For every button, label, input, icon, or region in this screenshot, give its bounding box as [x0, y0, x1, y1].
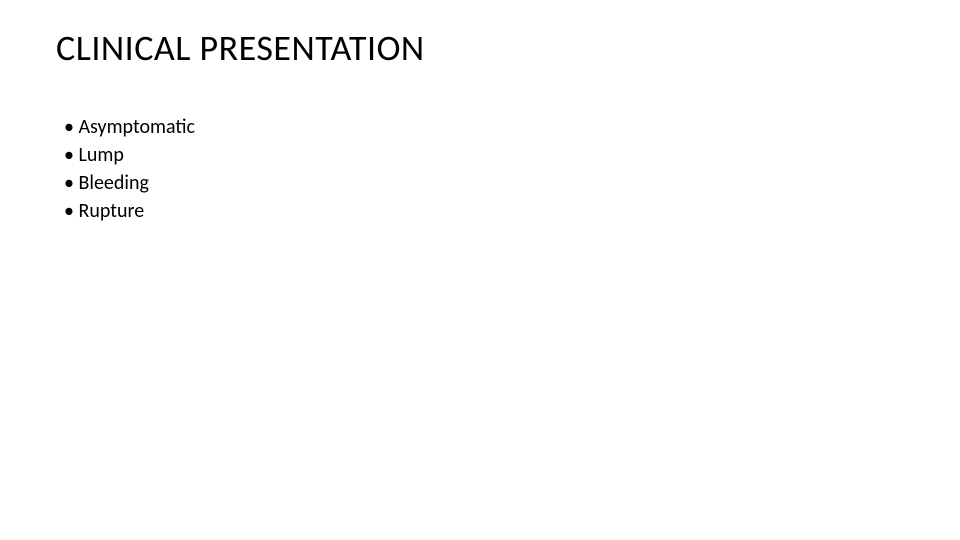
- slide-title: CLINICAL PRESENTATION: [56, 26, 904, 70]
- bullet-item: Lump: [64, 142, 904, 169]
- slide-container: CLINICAL PRESENTATION Asymptomatic Lump …: [0, 0, 960, 540]
- bullet-item: Rupture: [64, 198, 904, 225]
- bullet-item: Asymptomatic: [64, 114, 904, 141]
- bullet-list: Asymptomatic Lump Bleeding Rupture: [56, 114, 904, 225]
- bullet-item: Bleeding: [64, 170, 904, 197]
